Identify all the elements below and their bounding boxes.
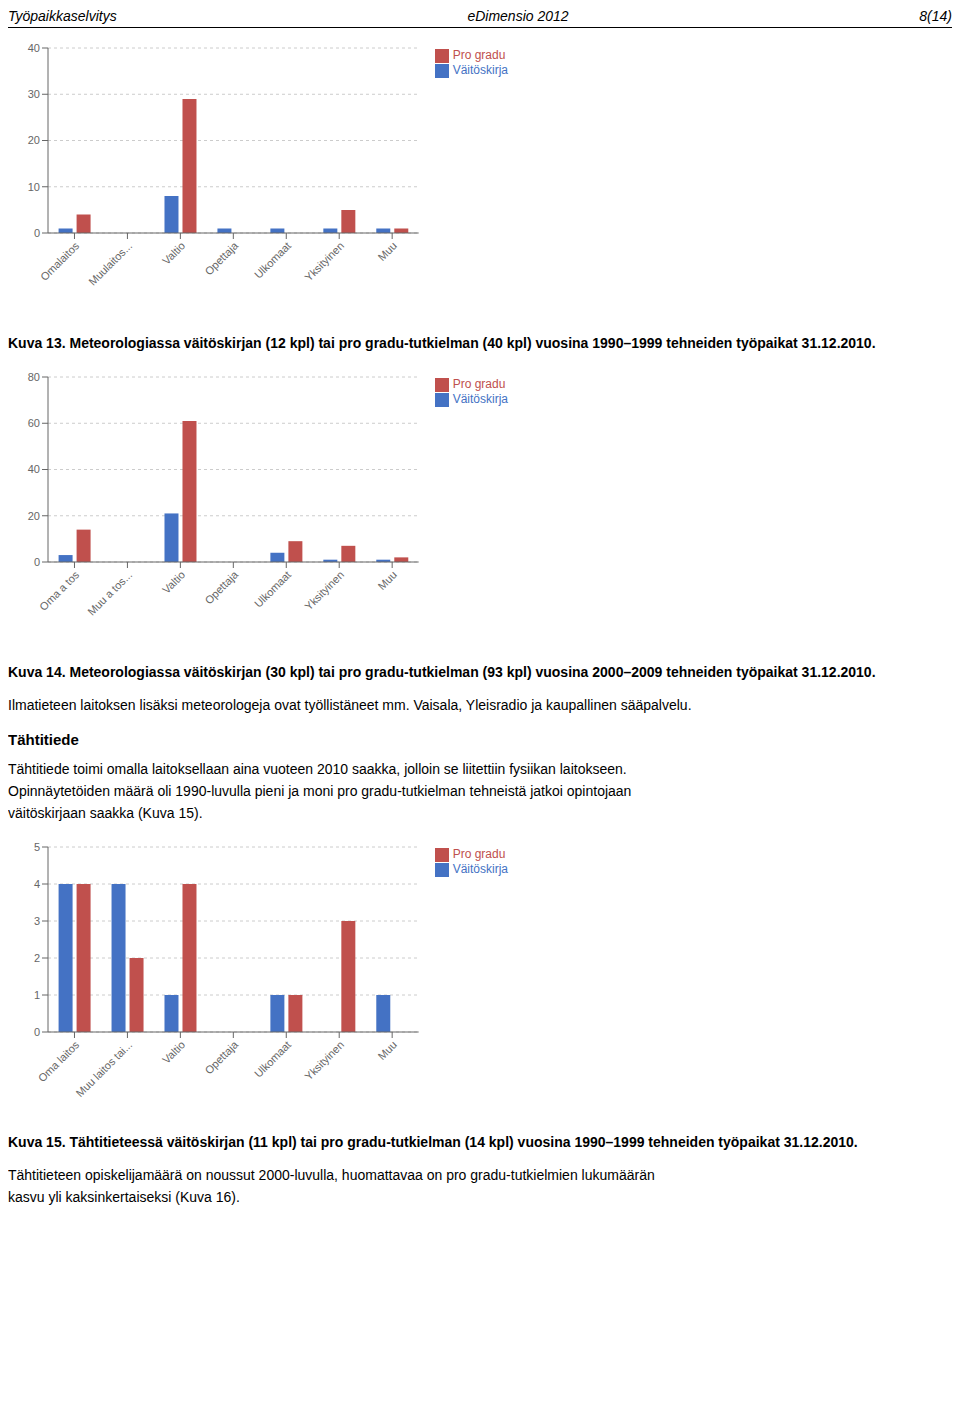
svg-text:Valtio: Valtio	[160, 1039, 187, 1066]
svg-text:Yksityinen: Yksityinen	[302, 1039, 346, 1083]
svg-text:Ulkomaat: Ulkomaat	[252, 568, 293, 609]
svg-text:Opettaja: Opettaja	[202, 239, 241, 278]
html-text:Tähtitiede toimi omalla laitok: Tähtitiede toimi omalla laitoksellaan ai…	[8, 761, 627, 778]
html-text:Tähtitiede: Tähtitiede	[8, 731, 79, 749]
html-text:Pro gradu: Pro gradu	[452, 48, 506, 62]
svg-text:Oma laitos: Oma laitos	[36, 1038, 82, 1084]
svg-text:5: 5	[34, 841, 40, 853]
svg-text:Oma a tos: Oma a tos	[37, 568, 82, 613]
html-text:Väitöskirja: Väitöskirja	[452, 62, 508, 77]
svg-text:Omalaitos: Omalaitos	[38, 239, 82, 283]
svg-text:0: 0	[34, 1026, 40, 1038]
svg-text:Muu laitos tai...: Muu laitos tai...	[74, 1039, 135, 1100]
svg-text:60: 60	[28, 417, 40, 429]
html-text:eDimensio 2012: eDimensio 2012	[467, 8, 569, 24]
svg-text:20: 20	[28, 510, 40, 522]
svg-text:Valtio: Valtio	[160, 239, 187, 266]
svg-text:Muu: Muu	[375, 1039, 399, 1063]
svg-text:4: 4	[34, 878, 40, 890]
html-text:Tähtitieteen opiskelijamäärä o: Tähtitieteen opiskelijamäärä on noussut …	[8, 1167, 655, 1183]
html-text:Ilmatieteen laitoksen lisäksi: Ilmatieteen laitoksen lisäksi meteorolog…	[8, 696, 692, 713]
svg-text:Muu: Muu	[375, 239, 399, 263]
svg-text:80: 80	[28, 371, 40, 383]
html-text:8(14): 8(14)	[919, 8, 952, 24]
svg-text:40: 40	[28, 463, 40, 475]
html-text:Väitöskirja: Väitöskirja	[452, 862, 508, 876]
html-text:kasvu yli kaksinkertaiseksi (K: kasvu yli kaksinkertaiseksi (Kuva 16).	[8, 1188, 240, 1205]
svg-text:Muu a tos...: Muu a tos...	[85, 568, 134, 617]
svg-text:Opettaja: Opettaja	[202, 568, 241, 607]
svg-text:3: 3	[34, 915, 40, 927]
html-text:Väitöskirja: Väitöskirja	[452, 391, 508, 406]
html-text:väitöskirjaan saakka (Kuva 15): väitöskirjaan saakka (Kuva 15).	[8, 804, 203, 821]
svg-text:Opettaja: Opettaja	[202, 1038, 241, 1077]
svg-text:Muu: Muu	[375, 568, 399, 592]
svg-text:Yksityinen: Yksityinen	[302, 568, 346, 612]
html-text:Kuva 13. Meteorologiassa väitö: Kuva 13. Meteorologiassa väitöskirjan (1…	[8, 335, 876, 351]
svg-text:30: 30	[28, 88, 40, 100]
svg-text:Ulkomaat: Ulkomaat	[252, 239, 293, 280]
svg-text:2: 2	[34, 952, 40, 964]
svg-text:10: 10	[28, 181, 40, 193]
svg-text:0: 0	[34, 227, 40, 239]
html-text:Opinnäytetöiden määrä oli 1990: Opinnäytetöiden määrä oli 1990-luvulla p…	[8, 783, 632, 799]
html-text:Pro gradu: Pro gradu	[452, 847, 506, 862]
svg-text:20: 20	[28, 134, 40, 146]
svg-text:0: 0	[34, 556, 40, 568]
html-text:Työpaikkaselvitys: Työpaikkaselvitys	[8, 8, 117, 24]
svg-text:40: 40	[28, 42, 40, 54]
html-text:Pro gradu: Pro gradu	[452, 376, 506, 391]
svg-text:Ulkomaat: Ulkomaat	[252, 1039, 293, 1080]
svg-text:Valtio: Valtio	[160, 568, 187, 595]
html-text:Kuva 15. Tähtitieteessä väitös: Kuva 15. Tähtitieteessä väitöskirjan (11…	[8, 1134, 858, 1151]
svg-text:Yksityinen: Yksityinen	[302, 239, 346, 283]
svg-text:1: 1	[34, 989, 40, 1001]
svg-text:Muulaitos...: Muulaitos...	[86, 239, 134, 287]
html-text:Kuva 14. Meteorologiassa väitö: Kuva 14. Meteorologiassa väitöskirjan (3…	[8, 663, 876, 680]
